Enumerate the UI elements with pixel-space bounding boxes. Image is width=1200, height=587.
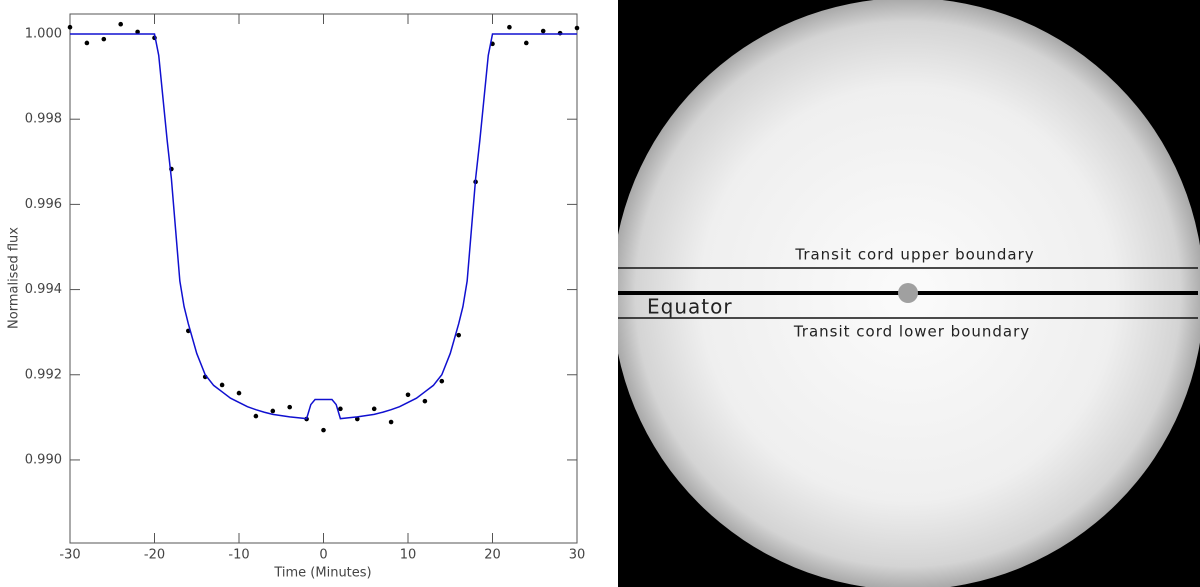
data-point [524, 40, 529, 46]
x-tick-label: -30 [59, 548, 80, 563]
y-tick-label: 0.998 [25, 112, 62, 127]
data-point [321, 427, 326, 433]
data-point [270, 408, 276, 414]
data-point [422, 398, 428, 404]
data-point [219, 382, 225, 388]
data-point [574, 25, 580, 31]
model-curve [70, 33, 577, 420]
y-tick-label: 0.994 [25, 282, 62, 297]
y-tick-label: 0.996 [25, 197, 62, 212]
data-point [439, 378, 445, 384]
x-axis-label: Time (Minutes) [273, 566, 371, 581]
data-point [388, 419, 394, 425]
data-point [405, 392, 411, 398]
lower-label: Transit cord lower boundary [793, 323, 1030, 341]
data-point [236, 390, 242, 396]
data-point [507, 24, 512, 30]
x-tick-label: -10 [228, 548, 249, 563]
star-image: Transit cord upper boundary Equator Tran… [618, 0, 1200, 587]
upper-label: Transit cord upper boundary [794, 246, 1034, 264]
y-axis-label: Normalised flux [7, 227, 22, 329]
data-point [67, 24, 73, 30]
y-tick-label: 0.992 [25, 367, 62, 382]
data-point [253, 413, 259, 419]
x-tick-label: -20 [144, 548, 165, 563]
data-point [371, 406, 377, 412]
x-tick-label: 20 [484, 548, 501, 563]
light-curve: Time (Minutes) Normalised flux -30 -20 -10… [7, 13, 586, 581]
x-tick-label: 10 [400, 548, 417, 563]
data-point [101, 36, 107, 42]
data-point [355, 416, 360, 422]
data-point [338, 406, 343, 412]
planet [898, 283, 918, 303]
data-point [118, 21, 123, 27]
equator-label: Equator [647, 295, 733, 319]
data-point [287, 404, 293, 410]
x-tick-label: 30 [569, 548, 586, 563]
y-tick-label: 1.000 [25, 27, 62, 42]
data-point [557, 30, 563, 36]
x-tick-label: 0 [319, 548, 327, 563]
data-point [84, 40, 90, 46]
data-point [135, 29, 140, 35]
data-point [540, 28, 546, 34]
data-point [456, 332, 462, 338]
y-tick-label: 0.990 [25, 452, 62, 467]
plot-frame [69, 13, 578, 544]
